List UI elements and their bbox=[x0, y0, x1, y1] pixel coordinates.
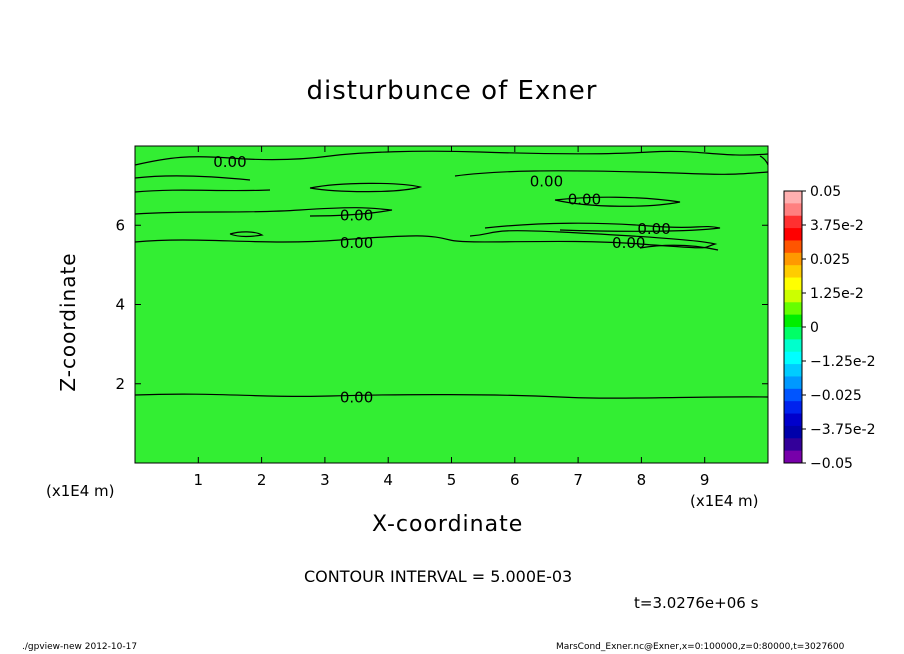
footer-right: MarsCond_Exner.nc@Exner,x=0:100000,z=0:8… bbox=[556, 642, 845, 652]
contour-line-12 bbox=[759, 155, 769, 166]
colorbar-swatch-5 bbox=[784, 252, 802, 266]
contour-line-10 bbox=[639, 244, 719, 251]
colorbar-label-6: −0.025 bbox=[810, 388, 862, 404]
x-tick-label-8: 8 bbox=[637, 471, 647, 489]
contour-interval-label: CONTOUR INTERVAL = 5.000E-03 bbox=[304, 567, 573, 586]
colorbar-swatch-16 bbox=[784, 388, 802, 402]
colorbar-swatch-19 bbox=[784, 425, 802, 439]
x-axis-unit-left: (x1E4 m) bbox=[46, 482, 115, 500]
colorbar-label-8: −0.05 bbox=[810, 456, 853, 472]
colorbar-swatch-7 bbox=[784, 277, 802, 291]
x-tick-label-7: 7 bbox=[573, 471, 583, 489]
x-axis-label: X-coordinate bbox=[372, 512, 524, 537]
colorbar-swatch-2 bbox=[784, 215, 802, 229]
colorbar-swatch-14 bbox=[784, 364, 802, 377]
colorbar-swatch-11 bbox=[784, 327, 802, 340]
chart-title: disturbunce of Exner bbox=[306, 76, 598, 106]
contour-line-8 bbox=[554, 196, 681, 207]
x-tick-label-2: 2 bbox=[257, 471, 267, 489]
contour-label-7: 0.00 bbox=[340, 389, 373, 407]
colorbar-swatch-21 bbox=[784, 450, 802, 464]
colorbar-swatch-15 bbox=[784, 376, 802, 390]
colorbar-swatch-4 bbox=[784, 240, 802, 254]
x-tick-label-4: 4 bbox=[383, 471, 393, 489]
contour-label-4: 0.00 bbox=[637, 220, 670, 238]
contour-line-1 bbox=[134, 230, 718, 249]
y-tick-label-6: 6 bbox=[115, 216, 125, 234]
contour-label-0: 0.00 bbox=[213, 153, 246, 171]
colorbar-swatch-3 bbox=[784, 228, 802, 241]
colorbar-swatch-10 bbox=[784, 314, 802, 328]
contour-lines: 0.000.000.000.000.000.000.000.00 bbox=[134, 150, 769, 407]
colorbar-swatch-1 bbox=[784, 203, 802, 217]
contour-line-2 bbox=[134, 207, 393, 217]
contour-line-0 bbox=[134, 393, 769, 399]
colorbar-swatch-6 bbox=[784, 265, 802, 279]
x-tick-label-1: 1 bbox=[194, 471, 204, 489]
colorbar-swatch-13 bbox=[784, 351, 802, 365]
colorbar-label-2: 0.025 bbox=[810, 252, 850, 268]
y-tick-label-4: 4 bbox=[115, 296, 125, 314]
axis-ticks: 1 2 3 4 5 6 7 8 9 2 4 6 bbox=[115, 146, 768, 489]
colorbar-label-0: 0.05 bbox=[810, 184, 841, 200]
contour-line-5 bbox=[134, 150, 769, 166]
footer-left: ./gpview-new 2012-10-17 bbox=[22, 642, 138, 652]
colorbar-swatch-20 bbox=[784, 438, 802, 452]
contour-line-11 bbox=[134, 189, 271, 193]
x-tick-label-9: 9 bbox=[700, 471, 710, 489]
x-axis-unit-right: (x1E4 m) bbox=[690, 492, 759, 510]
colorbar-label-5: −1.25e-2 bbox=[810, 354, 875, 370]
colorbar-swatch-8 bbox=[784, 289, 802, 303]
colorbar-label-1: 3.75e-2 bbox=[810, 218, 864, 234]
x-tick-label-5: 5 bbox=[447, 471, 457, 489]
y-axis-label: Z-coordinate bbox=[56, 252, 80, 392]
y-tick-label-2: 2 bbox=[115, 375, 125, 393]
contour-label-5: 0.00 bbox=[612, 234, 645, 252]
colorbar-swatch-17 bbox=[784, 401, 802, 415]
x-tick-label-6: 6 bbox=[510, 471, 520, 489]
colorbar-swatch-0 bbox=[784, 191, 802, 204]
contour-line-9 bbox=[484, 222, 721, 232]
contour-label-1: 0.00 bbox=[530, 173, 563, 191]
contour-label-2: 0.00 bbox=[568, 190, 601, 208]
colorbar: 0.05 3.75e-2 0.025 1.25e-2 0 −1.25e-2 −0.025 −3… bbox=[783, 184, 875, 472]
plot-area bbox=[134, 145, 769, 464]
x-tick-label-3: 3 bbox=[320, 471, 330, 489]
contour-line-3 bbox=[229, 231, 264, 237]
colorbar-label-4: 0 bbox=[810, 320, 819, 336]
contour-line-7 bbox=[454, 170, 769, 177]
contour-line-6 bbox=[134, 175, 251, 181]
contour-label-6: 0.00 bbox=[340, 234, 373, 252]
colorbar-swatch-18 bbox=[784, 413, 802, 427]
colorbar-label-3: 1.25e-2 bbox=[810, 286, 864, 302]
time-label: t=3.0276e+06 s bbox=[634, 594, 759, 612]
colorbar-label-7: −3.75e-2 bbox=[810, 422, 875, 438]
contour-label-3: 0.00 bbox=[340, 206, 373, 224]
colorbar-swatch-12 bbox=[784, 339, 802, 353]
colorbar-swatch-9 bbox=[784, 302, 802, 316]
contour-line-4 bbox=[309, 182, 423, 193]
